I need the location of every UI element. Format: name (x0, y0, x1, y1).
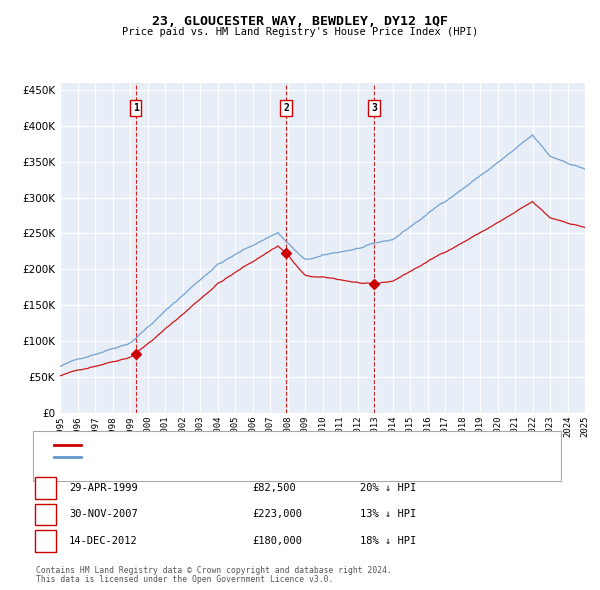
Text: 23, GLOUCESTER WAY, BEWDLEY, DY12 1QF (detached house): 23, GLOUCESTER WAY, BEWDLEY, DY12 1QF (d… (84, 441, 395, 450)
Text: £82,500: £82,500 (252, 483, 296, 493)
Text: £180,000: £180,000 (252, 536, 302, 546)
Text: HPI: Average price, detached house, Wyre Forest: HPI: Average price, detached house, Wyre… (84, 453, 354, 462)
Text: 3: 3 (371, 103, 377, 113)
Text: 18% ↓ HPI: 18% ↓ HPI (360, 536, 416, 546)
Text: 2: 2 (43, 510, 49, 519)
Text: 1: 1 (133, 103, 139, 113)
Text: 23, GLOUCESTER WAY, BEWDLEY, DY12 1QF: 23, GLOUCESTER WAY, BEWDLEY, DY12 1QF (152, 15, 448, 28)
Text: 14-DEC-2012: 14-DEC-2012 (69, 536, 138, 546)
Text: Contains HM Land Registry data © Crown copyright and database right 2024.: Contains HM Land Registry data © Crown c… (36, 566, 392, 575)
Text: 30-NOV-2007: 30-NOV-2007 (69, 510, 138, 519)
Text: 3: 3 (43, 536, 49, 546)
Text: 29-APR-1999: 29-APR-1999 (69, 483, 138, 493)
Text: £223,000: £223,000 (252, 510, 302, 519)
Text: This data is licensed under the Open Government Licence v3.0.: This data is licensed under the Open Gov… (36, 575, 334, 584)
Text: 13% ↓ HPI: 13% ↓ HPI (360, 510, 416, 519)
Text: Price paid vs. HM Land Registry's House Price Index (HPI): Price paid vs. HM Land Registry's House … (122, 27, 478, 37)
Text: 1: 1 (43, 483, 49, 493)
Text: 20% ↓ HPI: 20% ↓ HPI (360, 483, 416, 493)
Text: 2: 2 (283, 103, 289, 113)
